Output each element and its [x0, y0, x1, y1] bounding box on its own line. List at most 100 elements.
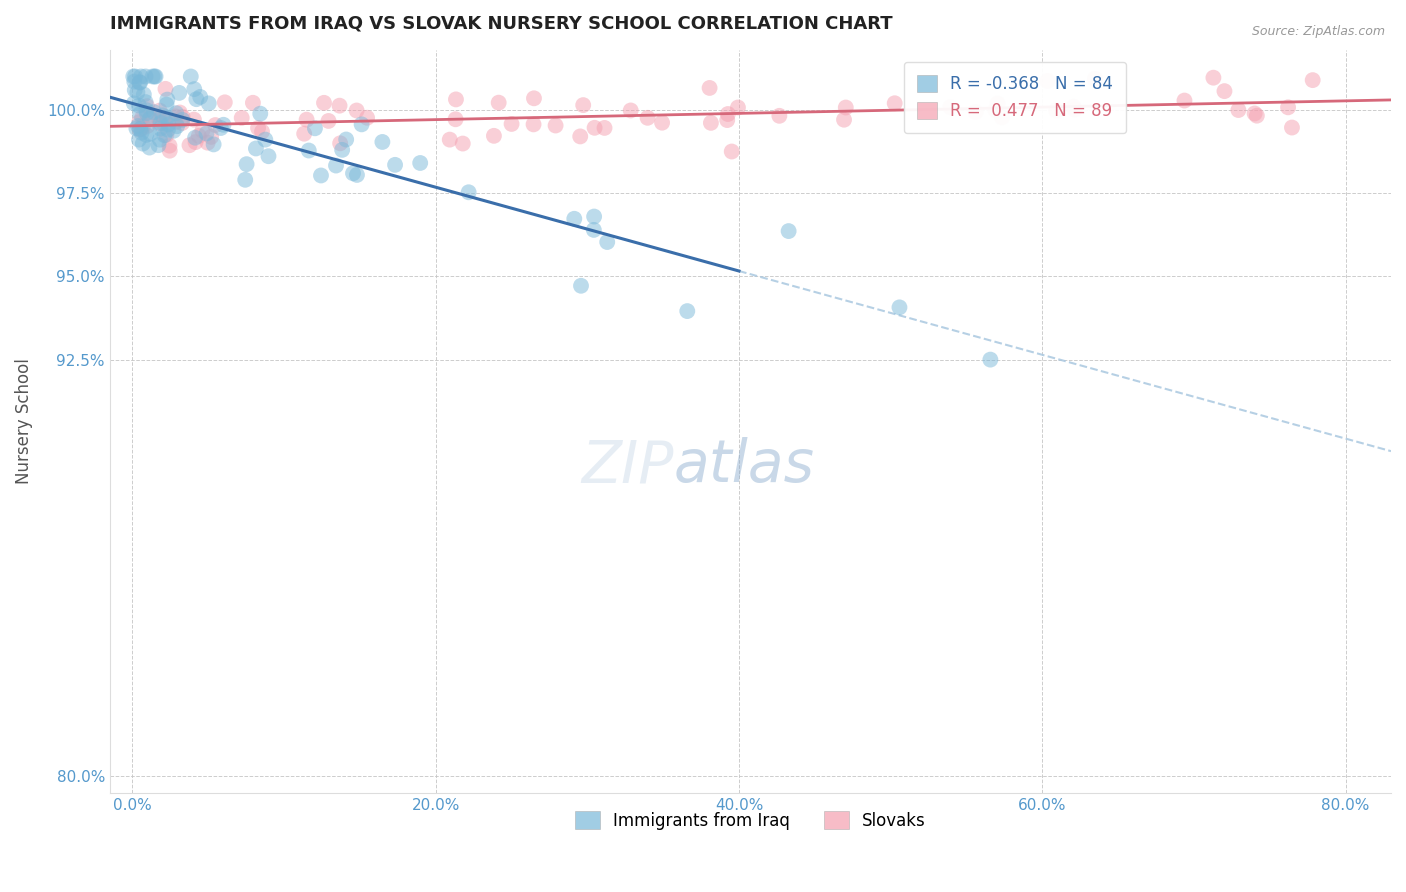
Point	[187, 128, 209, 143]
Point	[1063, 100, 1085, 114]
Point	[384, 158, 406, 172]
Point	[148, 138, 170, 153]
Point	[1045, 103, 1067, 118]
Point	[195, 127, 218, 141]
Point	[768, 109, 790, 123]
Point	[129, 107, 152, 121]
Point	[444, 92, 467, 106]
Point	[129, 75, 152, 89]
Point	[132, 136, 155, 151]
Point	[136, 119, 159, 133]
Point	[249, 106, 271, 120]
Point	[165, 115, 187, 129]
Point	[292, 127, 315, 141]
Point	[235, 157, 257, 171]
Point	[356, 111, 378, 125]
Point	[1213, 84, 1236, 98]
Point	[127, 86, 149, 100]
Point	[562, 211, 585, 226]
Point	[156, 122, 179, 136]
Point	[699, 81, 721, 95]
Point	[135, 70, 157, 84]
Point	[143, 70, 166, 84]
Point	[156, 111, 179, 125]
Point	[1063, 103, 1085, 117]
Point	[142, 70, 165, 84]
Point	[124, 83, 146, 97]
Point	[350, 117, 373, 131]
Point	[312, 95, 335, 110]
Point	[202, 137, 225, 152]
Point	[214, 95, 236, 110]
Point	[444, 112, 467, 127]
Point	[1302, 73, 1324, 87]
Point	[128, 122, 150, 136]
Point	[572, 98, 595, 112]
Point	[184, 130, 207, 145]
Point	[231, 111, 253, 125]
Point	[167, 86, 190, 100]
Point	[149, 121, 172, 136]
Point	[135, 95, 157, 109]
Point	[128, 132, 150, 146]
Point	[582, 223, 605, 237]
Point	[129, 70, 152, 84]
Point	[569, 278, 592, 293]
Point	[135, 103, 157, 117]
Point	[889, 301, 911, 315]
Point	[778, 224, 800, 238]
Text: Source: ZipAtlas.com: Source: ZipAtlas.com	[1251, 25, 1385, 38]
Point	[138, 140, 160, 154]
Point	[152, 108, 174, 122]
Point	[325, 159, 347, 173]
Text: ZIP: ZIP	[581, 437, 673, 494]
Text: atlas: atlas	[673, 437, 814, 494]
Point	[183, 112, 205, 127]
Point	[184, 135, 207, 149]
Point	[1202, 70, 1225, 85]
Point	[145, 70, 167, 84]
Point	[163, 124, 186, 138]
Point	[180, 70, 202, 84]
Point	[593, 120, 616, 135]
Point	[451, 136, 474, 151]
Point	[247, 121, 270, 136]
Point	[522, 117, 544, 131]
Point	[298, 144, 321, 158]
Point	[676, 304, 699, 318]
Point	[131, 111, 153, 125]
Point	[197, 136, 219, 150]
Point	[128, 98, 150, 112]
Point	[165, 106, 187, 120]
Point	[295, 112, 318, 127]
Point	[488, 95, 510, 110]
Point	[233, 173, 256, 187]
Point	[209, 121, 232, 136]
Point	[482, 128, 505, 143]
Point	[717, 107, 740, 121]
Point	[155, 128, 177, 142]
Point	[583, 120, 606, 135]
Point	[991, 110, 1014, 124]
Point	[1227, 103, 1250, 117]
Point	[987, 96, 1010, 111]
Point	[242, 95, 264, 110]
Point	[965, 105, 987, 120]
Point	[329, 98, 352, 112]
Point	[651, 116, 673, 130]
Point	[128, 115, 150, 129]
Point	[166, 119, 188, 133]
Point	[1246, 109, 1268, 123]
Point	[457, 186, 479, 200]
Point	[720, 145, 742, 159]
Point	[159, 138, 181, 153]
Point	[183, 82, 205, 96]
Point	[135, 106, 157, 120]
Point	[335, 132, 357, 146]
Point	[883, 96, 905, 111]
Point	[159, 144, 181, 158]
Point	[1173, 94, 1195, 108]
Point	[172, 112, 194, 127]
Point	[1277, 100, 1299, 114]
Point	[835, 101, 858, 115]
